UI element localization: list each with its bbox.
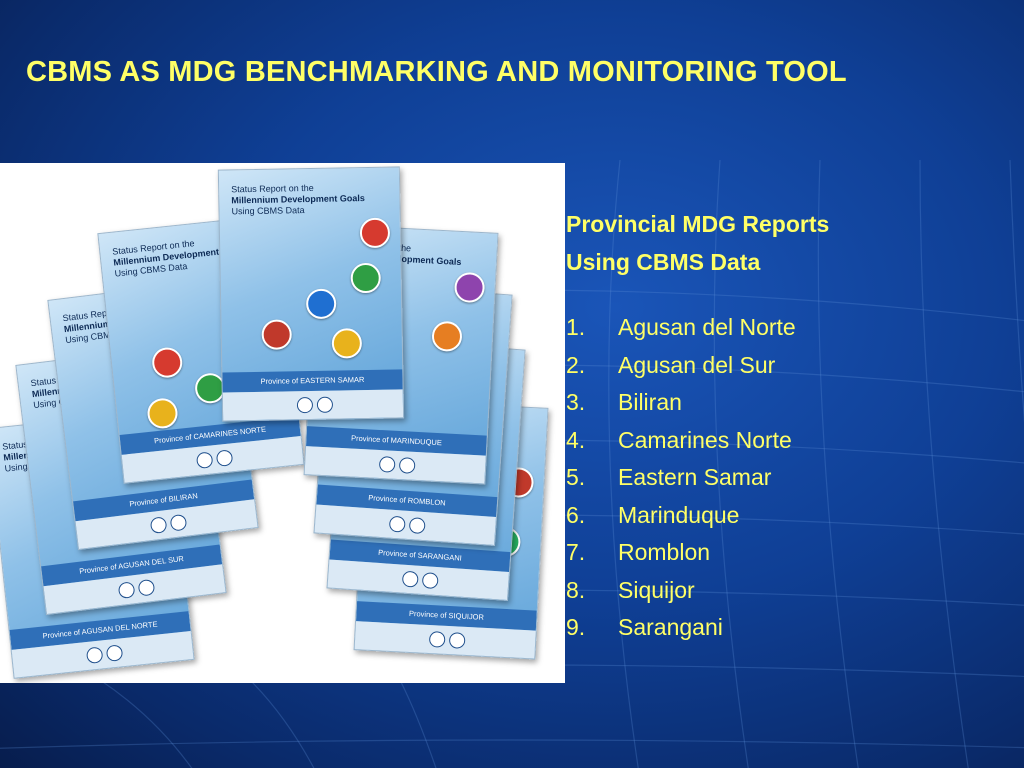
list-item: 1. Agusan del Norte xyxy=(566,314,796,340)
slide-title: CBMS AS MDG BENCHMARKING AND MONITORING … xyxy=(26,56,847,88)
subtitle-line-1: Provincial MDG Reports xyxy=(566,211,830,237)
list-item: 5. Eastern Samar xyxy=(566,464,772,490)
cover-logos xyxy=(222,389,404,421)
list-item: 6. Marinduque xyxy=(566,501,740,528)
list-item: 4. Camarines Norte xyxy=(566,426,792,453)
list-item: 8. Siquijor xyxy=(566,576,695,603)
list-item: 9. Sarangani xyxy=(566,614,723,640)
subtitle-line-2: Using CBMS Data xyxy=(566,249,761,275)
list-item: 3. Biliran xyxy=(566,389,682,415)
list-item: 2. Agusan del Sur xyxy=(566,351,776,378)
province-list: 1. Agusan del Norte 2. Agusan del Sur 3. Bi… xyxy=(566,309,1006,647)
list-item: 7. Romblon xyxy=(566,539,711,565)
list-subtitle: Provincial MDG Reports Using CBMS Data xyxy=(566,205,1006,281)
report-list-panel: Provincial MDG Reports Using CBMS Data 1… xyxy=(566,205,1006,647)
